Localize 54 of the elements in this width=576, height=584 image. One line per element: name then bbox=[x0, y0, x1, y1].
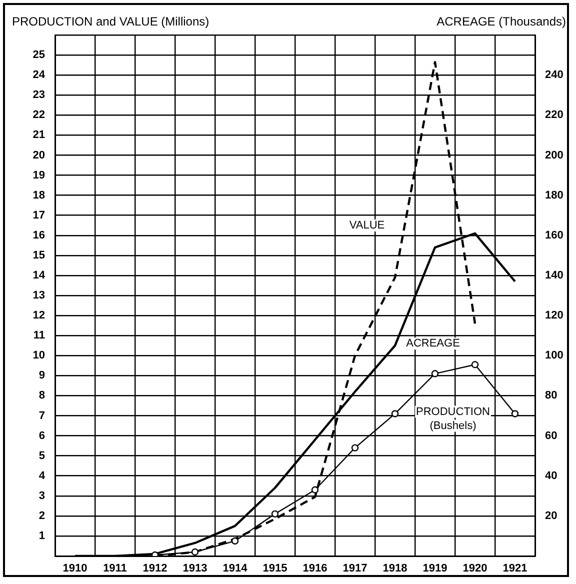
y2-tick-label: 80 bbox=[545, 390, 558, 402]
y-tick-label: 8 bbox=[38, 390, 45, 402]
y2-tick-label: 40 bbox=[545, 470, 558, 482]
y-tick-label: 19 bbox=[32, 169, 45, 182]
y-tick-label: 15 bbox=[32, 249, 45, 262]
series-label: VALUE bbox=[349, 219, 385, 232]
x-tick-label: 1918 bbox=[382, 562, 408, 575]
y-tick-label: 10 bbox=[32, 350, 45, 362]
y-tick-label: 5 bbox=[38, 450, 45, 462]
x-tick-label: 1914 bbox=[222, 562, 248, 575]
y2-tick-label: 240 bbox=[545, 69, 564, 82]
x-tick-label: 1916 bbox=[302, 562, 328, 575]
y2-tick-label: 200 bbox=[545, 149, 564, 162]
y2-tick-label: 120 bbox=[545, 310, 564, 322]
series-label: PRODUCTION (Bushels) bbox=[416, 406, 490, 432]
y-tick-label: 16 bbox=[32, 229, 45, 242]
x-tick-label: 1915 bbox=[262, 562, 288, 575]
y2-tick-label: 20 bbox=[545, 510, 558, 522]
x-tick-label: 1910 bbox=[62, 562, 88, 575]
y-tick-label: 14 bbox=[32, 269, 46, 282]
y-tick-label: 13 bbox=[32, 290, 45, 302]
y-tick-label: 23 bbox=[32, 89, 45, 102]
y2-tick-label: 140 bbox=[545, 269, 564, 282]
y-tick-label: 11 bbox=[33, 330, 45, 342]
y-tick-label: 20 bbox=[32, 149, 45, 162]
y-tick-label: 18 bbox=[32, 189, 45, 202]
y-tick-label: 6 bbox=[38, 430, 45, 442]
y2-axis-title: ACREAGE (Thousands) bbox=[436, 14, 566, 28]
y-tick-label: 25 bbox=[32, 49, 45, 62]
y2-tick-label: 60 bbox=[545, 430, 558, 442]
y-axis-title: PRODUCTION and VALUE (Millions) bbox=[12, 14, 210, 28]
y-tick-label: 3 bbox=[38, 490, 45, 502]
y2-tick-label: 100 bbox=[545, 350, 564, 362]
y-tick-label: 21 bbox=[32, 129, 45, 142]
x-tick-label: 1921 bbox=[502, 562, 528, 575]
x-tick-label: 1917 bbox=[342, 562, 368, 575]
y-tick-label: 9 bbox=[38, 370, 45, 382]
y-tick-label: 4 bbox=[38, 470, 46, 482]
y-tick-label: 17 bbox=[32, 209, 45, 222]
y-tick-label: 7 bbox=[38, 410, 45, 422]
x-tick-label: 1919 bbox=[422, 562, 448, 575]
y2-tick-label: 160 bbox=[545, 229, 564, 242]
y2-tick-label: 220 bbox=[545, 109, 564, 122]
y-tick-label: 1 bbox=[38, 530, 45, 542]
y-tick-label: 22 bbox=[32, 109, 45, 122]
y-tick-label: 12 bbox=[32, 310, 45, 322]
x-tick-label: 1913 bbox=[182, 562, 208, 575]
x-tick-label: 1920 bbox=[462, 562, 488, 575]
y2-tick-label: 180 bbox=[545, 189, 564, 202]
y-tick-label: 24 bbox=[32, 69, 46, 82]
series-label: ACREAGE bbox=[406, 338, 460, 350]
x-tick-label: 1912 bbox=[142, 562, 168, 575]
y-tick-label: 2 bbox=[38, 510, 45, 522]
x-tick-label: 1911 bbox=[103, 562, 127, 575]
